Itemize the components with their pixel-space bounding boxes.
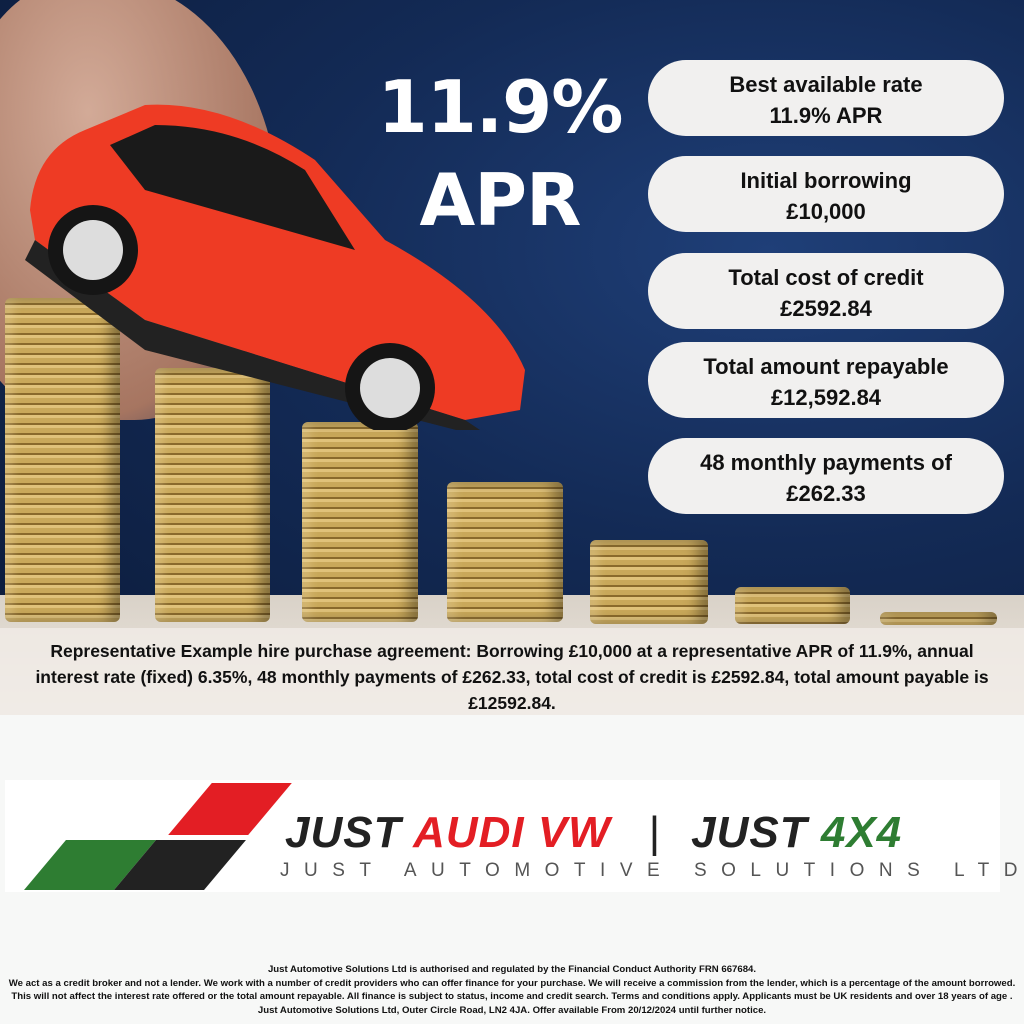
hero-photo: 11.9% APR Best available rate 11.9% APR I… [0,0,1024,715]
headline-apr: APR [419,158,582,242]
pill-title: Total amount repayable [703,354,949,379]
legal-fine-print: Just Automotive Solutions Ltd is authori… [0,963,1024,1017]
fca-statement: Just Automotive Solutions Ltd is authori… [267,964,757,975]
pill-value: 11.9% APR [769,103,883,128]
pill-value: £2592.84 [780,296,872,321]
company-logo: JUST AUDI VW | JUST 4X4 JUST AUTOMOTIVE SO… [5,780,1018,892]
pill-value: £10,000 [786,199,866,224]
logo-subtitle: JUST AUTOMOTIVE SOLUTIONS LTD [280,860,1024,881]
headline-rate: 11.9% [377,65,624,149]
pill-total-repayable: Total amount repayable £12,592.84 [648,342,1004,418]
pill-best-rate: Best available rate 11.9% APR [648,60,1004,136]
coin-stack [447,482,563,622]
pill-monthly-payments: 48 monthly payments of £262.33 [648,438,1004,514]
representative-example: Representative Example hire purchase agr… [0,628,1024,715]
pill-title: Initial borrowing [740,168,912,193]
coin-stack [302,422,418,622]
logo-red-shape [168,783,292,835]
pill-title: Best available rate [729,72,923,97]
pill-initial-borrowing: Initial borrowing £10,000 [648,156,1004,232]
pill-title: 48 monthly payments of [700,450,952,475]
pill-value: £12,592.84 [770,385,882,410]
pill-value: £262.33 [786,481,866,506]
pill-total-cost: Total cost of credit £2592.84 [648,253,1004,329]
coin-stack [5,298,120,622]
coin-stack [880,612,997,625]
logo-brand-text: JUST AUDI VW | JUST 4X4 [285,808,903,857]
coin-stack [155,368,270,622]
broker-disclaimer: We act as a credit broker and not a lend… [8,977,1016,1016]
coin-stack [735,587,850,624]
coin-stack [590,540,708,624]
toy-car-image [25,104,525,430]
pill-title: Total cost of credit [728,265,924,290]
